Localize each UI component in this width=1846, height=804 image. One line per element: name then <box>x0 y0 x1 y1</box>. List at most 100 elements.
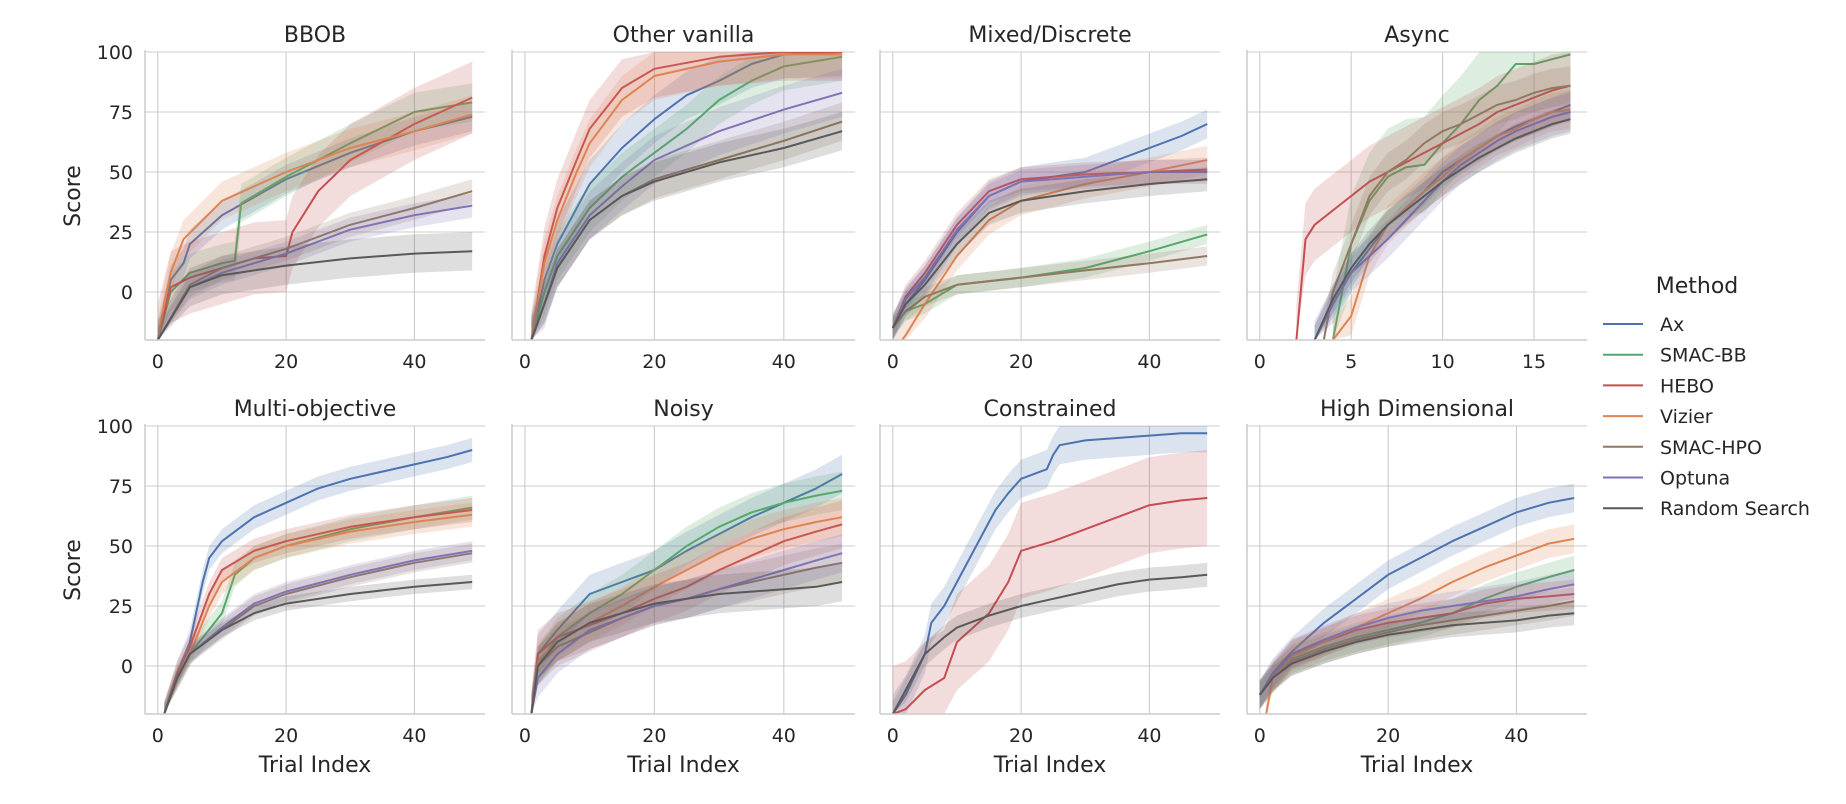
x-tick-label: 0 <box>887 351 899 373</box>
band-smac-hpo <box>1259 586 1575 710</box>
legend-title: Method <box>1656 274 1739 299</box>
band-vizier <box>157 95 473 340</box>
x-tick-label: 40 <box>772 725 796 747</box>
series-group <box>163 438 473 714</box>
band-optuna <box>531 534 843 714</box>
panel-title: Constrained <box>984 397 1117 422</box>
legend-item-optuna: Optuna <box>1603 468 1730 490</box>
legend-label: SMAC-HPO <box>1660 437 1762 459</box>
line-smac-hpo <box>1259 600 1575 696</box>
panel-high-dimensional: 0 20 40 High Dimensional Trial Index <box>1246 397 1587 778</box>
x-axis-label: Trial Index <box>993 753 1107 778</box>
legend-label: Vizier <box>1660 406 1713 428</box>
line-hebo <box>892 497 1208 714</box>
x-tick-label: 20 <box>642 351 666 373</box>
y-tick-label: 50 <box>109 536 133 558</box>
panel-multi-objective: 0 20 40 0 25 50 75 100 Multi-objective Score Trial… <box>61 397 485 778</box>
x-tick-label: 40 <box>772 351 796 373</box>
y-tick-label: 75 <box>109 102 133 124</box>
band-random-search <box>892 167 1208 340</box>
line-hebo <box>163 509 473 714</box>
legend-item-ax: Ax <box>1603 314 1684 336</box>
line-random-search <box>891 573 1208 714</box>
panel-title: Noisy <box>653 397 714 422</box>
x-tick-label: 20 <box>642 725 666 747</box>
band-vizier <box>531 498 843 714</box>
x-tick-label: 0 <box>1254 725 1266 747</box>
legend-label: SMAC-BB <box>1660 345 1747 367</box>
panel-title: High Dimensional <box>1320 397 1514 422</box>
y-tick-label: 75 <box>109 476 133 498</box>
band-smac-hpo <box>531 102 843 340</box>
line-hebo <box>156 96 473 340</box>
series-group <box>1258 483 1575 714</box>
band-ax <box>157 102 473 340</box>
line-smac-bb <box>530 55 843 340</box>
line-random-search <box>530 581 843 714</box>
band-vizier <box>892 145 1208 340</box>
band-hebo <box>531 52 843 340</box>
line-optuna <box>530 552 843 714</box>
line-random-search <box>1313 118 1571 340</box>
line-optuna <box>1258 583 1575 696</box>
panel-other-vanilla: 0 20 40 Other vanilla <box>511 23 855 373</box>
band-ax <box>1259 483 1575 710</box>
x-tick-label: 40 <box>402 725 426 747</box>
series-group <box>156 61 473 340</box>
band-vizier <box>1266 524 1575 714</box>
line-random-search <box>163 581 473 714</box>
band-smac-hpo <box>1323 66 1571 340</box>
line-hebo <box>530 52 843 340</box>
line-ax <box>530 473 843 714</box>
legend-item-smac-hpo: SMAC-HPO <box>1603 437 1762 459</box>
x-axis-label: Trial Index <box>626 753 740 778</box>
line-smac-hpo <box>892 255 1208 329</box>
series-group <box>530 52 843 340</box>
band-ax <box>892 109 1208 340</box>
band-hebo <box>1296 52 1571 340</box>
panel-mixed-discrete: 0 20 40 Mixed/Discrete <box>879 23 1220 373</box>
band-optuna <box>531 68 843 340</box>
series-group <box>530 454 843 714</box>
band-smac-hpo <box>531 543 843 714</box>
band-hebo <box>531 500 843 714</box>
x-tick-label: 10 <box>1430 351 1454 373</box>
legend-label: HEBO <box>1660 375 1714 397</box>
band-vizier <box>1332 90 1571 340</box>
x-tick-label: 40 <box>1137 725 1161 747</box>
line-vizier <box>156 113 473 340</box>
band-vizier <box>531 52 843 340</box>
line-hebo <box>1295 84 1571 340</box>
band-hebo <box>157 61 473 340</box>
series-group <box>891 426 1208 714</box>
panel-title: Other vanilla <box>613 23 755 48</box>
band-smac-hpo <box>892 246 1208 338</box>
line-hebo <box>530 523 843 714</box>
y-axis-label: Score <box>61 539 86 601</box>
panel-title: Mixed/Discrete <box>968 23 1131 48</box>
x-tick-label: 40 <box>402 351 426 373</box>
legend-label: Optuna <box>1660 468 1730 490</box>
panel-title: BBOB <box>284 23 346 48</box>
panel-title: Multi-objective <box>234 397 397 422</box>
x-tick-label: 20 <box>274 351 298 373</box>
band-smac-bb <box>1332 52 1571 340</box>
x-tick-label: 0 <box>1254 351 1266 373</box>
y-tick-label: 100 <box>97 416 133 438</box>
line-smac-bb <box>1331 53 1571 340</box>
legend-item-smac-bb: SMAC-BB <box>1603 345 1747 367</box>
band-smac-bb <box>157 83 473 340</box>
y-tick-label: 50 <box>109 162 133 184</box>
band-hebo <box>1259 579 1575 710</box>
line-smac-hpo <box>1322 84 1571 340</box>
band-vizier <box>164 502 473 714</box>
line-ax <box>530 52 843 340</box>
series-group <box>1295 52 1571 340</box>
line-vizier <box>1265 537 1575 714</box>
panel-async: 0 5 10 15 Async <box>1246 23 1587 373</box>
line-ax <box>163 449 473 714</box>
legend-item-vizier: Vizier <box>1603 406 1713 428</box>
band-optuna <box>892 160 1208 340</box>
